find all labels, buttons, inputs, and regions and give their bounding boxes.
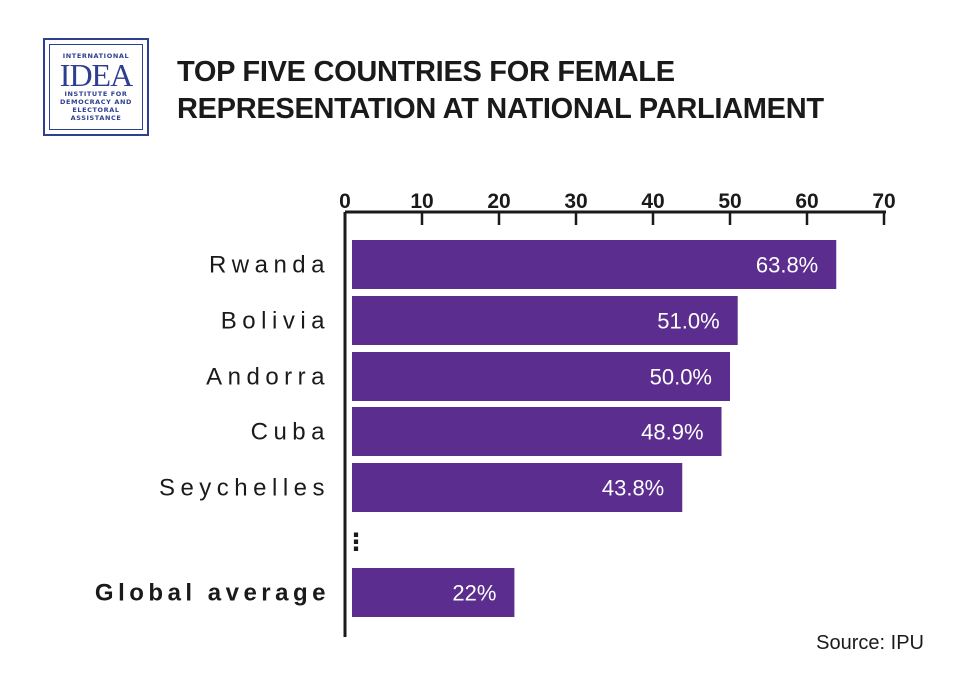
source-note: Source: IPU [816,632,924,654]
gap-marker: ⋮ [344,528,368,556]
idea-logo-frame: INTERNATIONAL IDEA INSTITUTE FOR DEMOCRA… [49,44,143,130]
logo-top-text: INTERNATIONAL [62,52,130,60]
x-tick-label: 70 [872,190,895,213]
bar-value-label: 22% [452,581,496,606]
logo-mark: IDEA [59,57,133,93]
logo-line: ASSISTANCE [70,114,122,122]
category-label: Andorra [206,364,330,391]
logo-line: INSTITUTE FOR [64,90,128,98]
bar-value-label: 50.0% [650,365,712,390]
bar-value-label: 48.9% [641,420,703,445]
chart-title: TOP FIVE COUNTRIES FOR FEMALE REPRESENTA… [177,54,937,128]
x-tick-label: 10 [410,190,433,213]
bar-value-label: 43.8% [602,476,664,501]
bar-value-label: 63.8% [756,253,818,278]
bar [352,240,837,289]
category-label: Bolivia [221,308,330,335]
bar [352,463,683,512]
bar [352,568,515,617]
x-tick-label: 20 [487,190,510,213]
category-label: Rwanda [209,252,330,279]
bar [352,296,738,345]
bar-value-label: 51.0% [657,309,719,334]
category-label: Cuba [251,419,330,446]
x-tick-label: 50 [718,190,741,213]
logo-line: DEMOCRACY AND [59,98,133,106]
x-tick-label: 0 [339,190,351,213]
x-tick-label: 40 [641,190,664,213]
category-label: Global average [95,580,330,607]
bar [352,407,722,456]
x-tick-label: 30 [564,190,587,213]
logo-line: ELECTORAL [72,106,120,114]
chart-title-line: TOP FIVE COUNTRIES FOR FEMALE [177,56,675,88]
category-label: Seychelles [159,475,330,502]
bar [352,352,730,401]
x-tick-label: 60 [795,190,818,213]
chart-title-line: REPRESENTATION AT NATIONAL PARLIAMENT [177,93,824,125]
idea-logo: INTERNATIONAL IDEA INSTITUTE FOR DEMOCRA… [43,38,149,136]
